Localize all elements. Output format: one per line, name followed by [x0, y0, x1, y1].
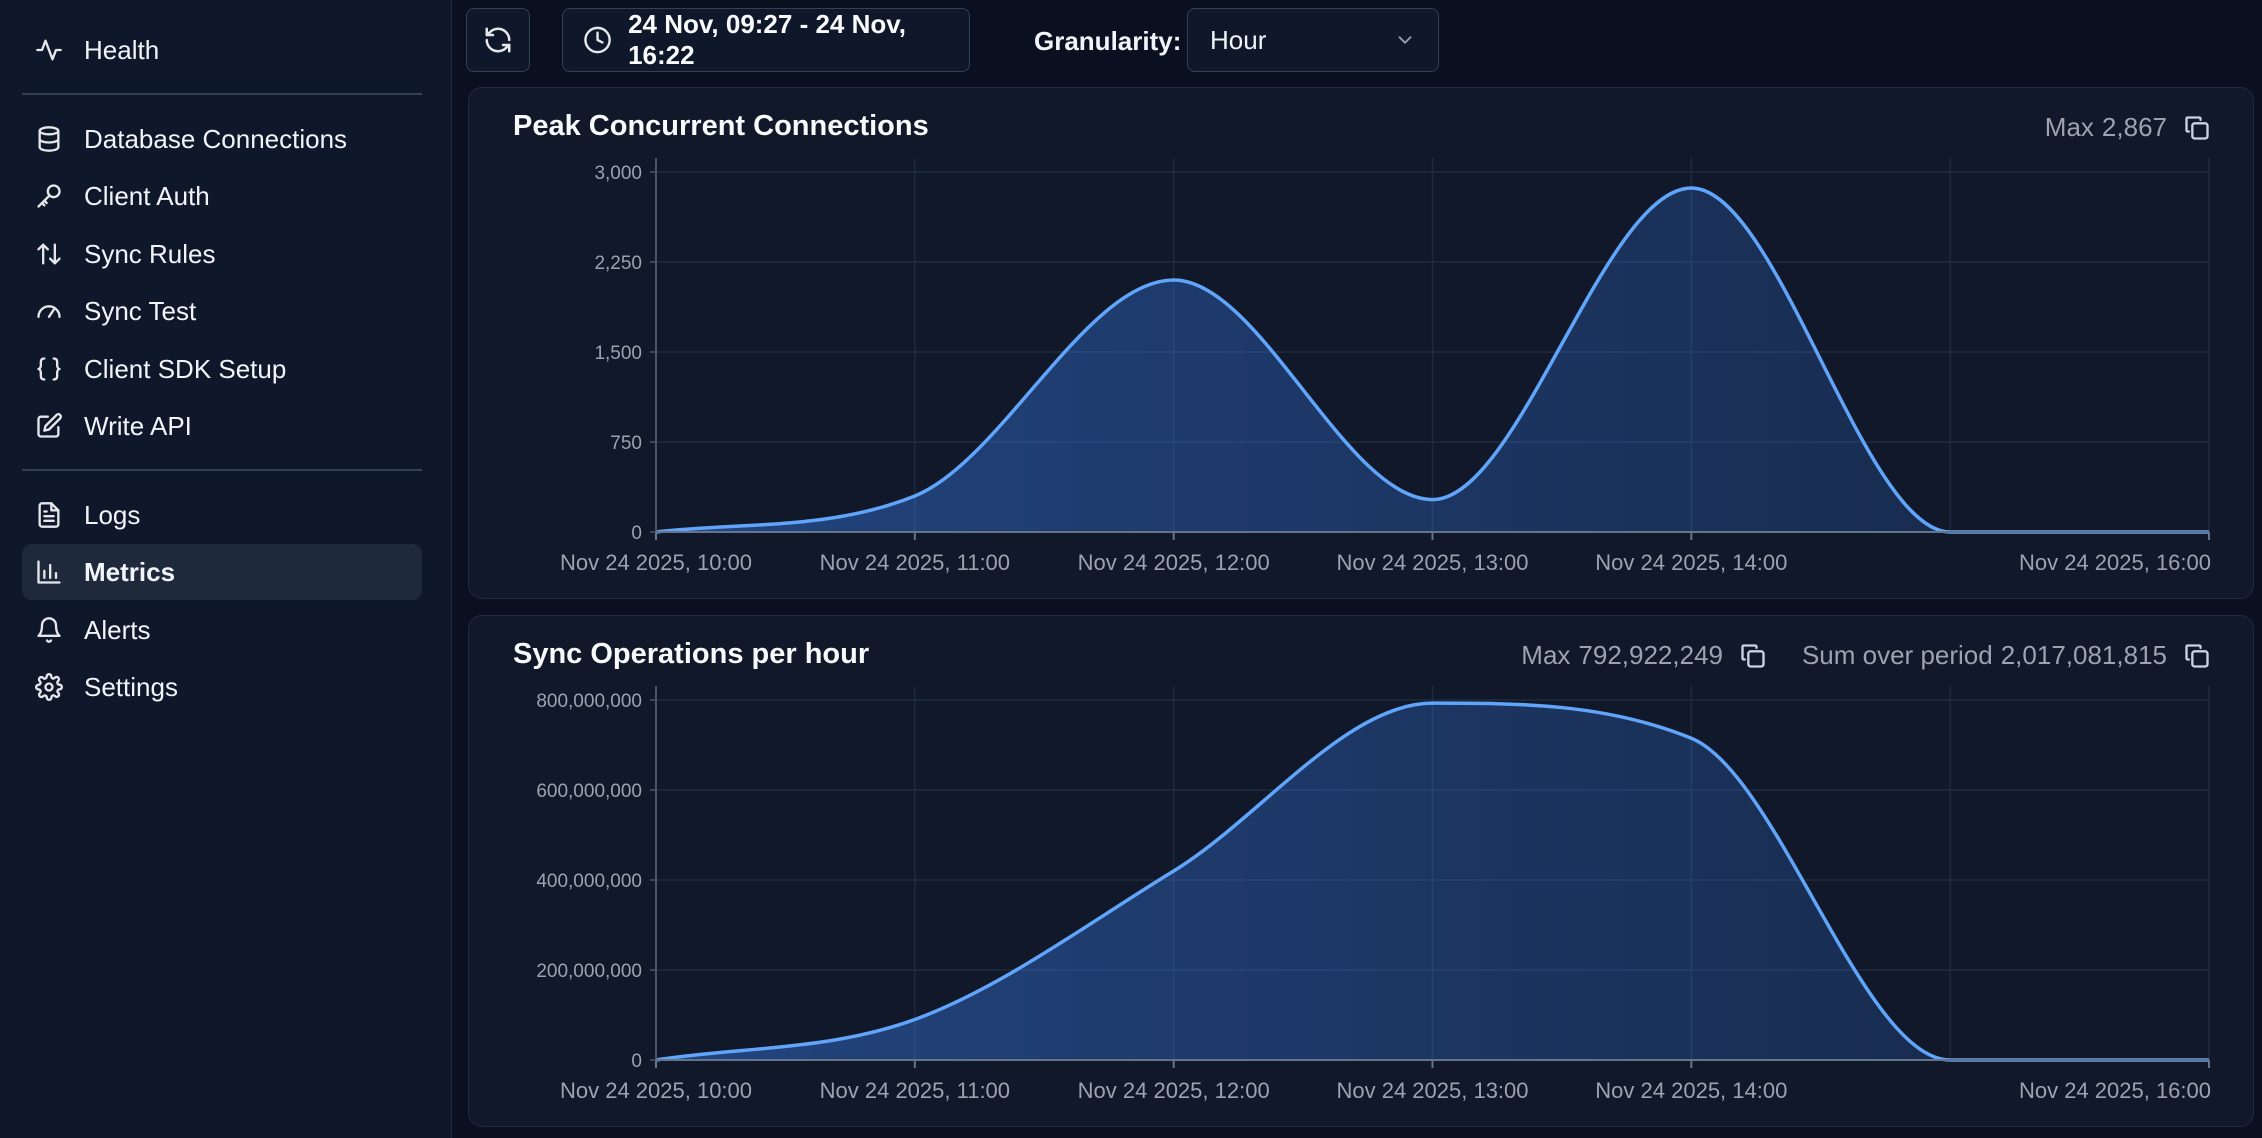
y-tick-label: 200,000,000 [536, 961, 642, 982]
x-tick-label: Nov 24 2025, 11:00 [820, 1078, 1010, 1103]
x-tick-label: Nov 24 2025, 12:00 [1078, 1078, 1270, 1103]
sidebar-item-write-api[interactable]: Write API [22, 398, 422, 454]
y-tick-label: 600,000,000 [536, 781, 642, 802]
sidebar-item-label: Sync Rules [84, 238, 216, 269]
y-tick-label: 800,000,000 [536, 691, 642, 712]
file-text-icon [34, 500, 64, 530]
y-tick-label: 0 [631, 1051, 642, 1072]
connections-chart: 0 750 1,500 2,250 3,000 Nov 24 2025, 10:00 Nov… [560, 158, 2211, 575]
x-tick-label: Nov 24 2025, 14:00 [1595, 550, 1787, 575]
sidebar-item-sync-rules[interactable]: Sync Rules [22, 226, 422, 282]
nav-divider [22, 93, 422, 95]
sidebar-item-label: Settings [84, 671, 178, 702]
gauge-icon [34, 296, 64, 326]
panel-title: Sync Operations per hour [513, 638, 870, 670]
refresh-button[interactable] [466, 8, 530, 72]
y-tick-label: 2,250 [594, 253, 642, 274]
series-area [656, 187, 2209, 532]
connections-panel: Peak Concurrent Connections Max 2,867 0 7… [468, 87, 2254, 599]
y-tick-label: 750 [610, 433, 642, 454]
activity-icon [34, 35, 64, 65]
y-tick-label: 1,500 [594, 343, 642, 364]
sidebar-item-sync-test[interactable]: Sync Test [22, 283, 422, 339]
copy-icon[interactable] [1739, 642, 1767, 670]
max-label: Max [1521, 640, 1571, 670]
max-label: Max [2044, 112, 2094, 142]
sidebar-item-client-auth[interactable]: Client Auth [22, 168, 422, 224]
x-tick-label: Nov 24 2025, 13:00 [1336, 1078, 1528, 1103]
sidebar-item-label: Alerts [84, 614, 151, 645]
sum-label: Sum over period [1801, 640, 1993, 670]
sidebar-item-label: Logs [84, 499, 141, 530]
series-line [655, 186, 2209, 534]
sum-value: 2,017,081,815 [2000, 640, 2167, 670]
max-value: 792,922,249 [1578, 640, 1723, 670]
y-tick-label: 0 [631, 523, 642, 544]
refresh-icon [485, 27, 511, 53]
sidebar-item-database-connections[interactable]: Database Connections [22, 111, 422, 167]
sidebar-item-label: Write API [84, 410, 192, 441]
sidebar-item-metrics[interactable]: Metrics [22, 544, 422, 600]
date-range-text: 24 Nov, 09:27 - 24 Nov, 16:22 [628, 9, 907, 70]
granularity-value: Hour [1210, 24, 1267, 55]
max-value: 2,867 [2101, 112, 2167, 142]
x-tick-label: Nov 24 2025, 12:00 [1078, 550, 1270, 575]
clock-icon [584, 26, 611, 54]
sum-stat: Sum over period 2,017,081,815 [1802, 640, 2211, 671]
max-stat: Max 792,922,249 [1521, 640, 1767, 671]
x-tick-label: Nov 24 2025, 16:00 [2019, 550, 2211, 575]
x-tick-label: Nov 24 2025, 13:00 [1336, 550, 1528, 575]
max-stat: Max 2,867 [2045, 112, 2211, 143]
sidebar-item-settings[interactable]: Settings [22, 659, 422, 715]
sync-ops-panel: Sync Operations per hour Max 792,922,249… [468, 615, 2254, 1127]
copy-icon[interactable] [2183, 642, 2211, 670]
sidebar-item-health[interactable]: Health [22, 22, 422, 78]
bar-chart-icon [34, 557, 64, 587]
arrows-up-down-icon [34, 239, 64, 269]
x-tick-label: Nov 24 2025, 16:00 [2019, 1078, 2211, 1103]
edit-icon [34, 411, 64, 441]
y-tick-label: 3,000 [594, 163, 642, 184]
panel-title: Peak Concurrent Connections [513, 110, 929, 142]
sync-ops-chart: 0 200,000,000 400,000,000 600,000,000 800,00… [536, 686, 2211, 1103]
sidebar-item-label: Client SDK Setup [84, 353, 287, 384]
chevron-down-icon [1398, 36, 1412, 44]
sidebar-item-label: Metrics [84, 556, 176, 587]
sidebar-item-logs[interactable]: Logs [22, 487, 422, 543]
x-tick-label: Nov 24 2025, 14:00 [1595, 1078, 1787, 1103]
sidebar-item-client-sdk-setup[interactable]: Client SDK Setup [22, 341, 422, 397]
series-area [656, 703, 2209, 1060]
nav-divider [22, 469, 422, 471]
bell-icon [34, 615, 64, 645]
sidebar-item-label: Sync Test [84, 295, 197, 326]
sidebar-item-label: Database Connections [84, 123, 348, 154]
x-tick-label: Nov 24 2025, 11:00 [820, 550, 1010, 575]
gear-icon [34, 672, 64, 702]
x-tick-label: Nov 24 2025, 10:00 [560, 1078, 752, 1103]
sidebar-item-label: Health [84, 34, 160, 65]
sidebar: Health Database Connections Client Auth … [0, 0, 452, 1138]
x-tick-label: Nov 24 2025, 10:00 [560, 550, 752, 575]
granularity-label: Granularity: [1034, 26, 1182, 56]
sidebar-item-alerts[interactable]: Alerts [22, 602, 422, 658]
database-icon [34, 124, 64, 154]
key-icon [34, 181, 64, 211]
granularity-select[interactable]: Hour [1187, 8, 1439, 72]
y-tick-label: 400,000,000 [536, 871, 642, 892]
braces-icon [34, 354, 64, 384]
date-range-picker[interactable]: 24 Nov, 09:27 - 24 Nov, 16:22 [562, 8, 970, 72]
sidebar-item-label: Client Auth [84, 180, 210, 211]
copy-icon[interactable] [2183, 114, 2211, 142]
